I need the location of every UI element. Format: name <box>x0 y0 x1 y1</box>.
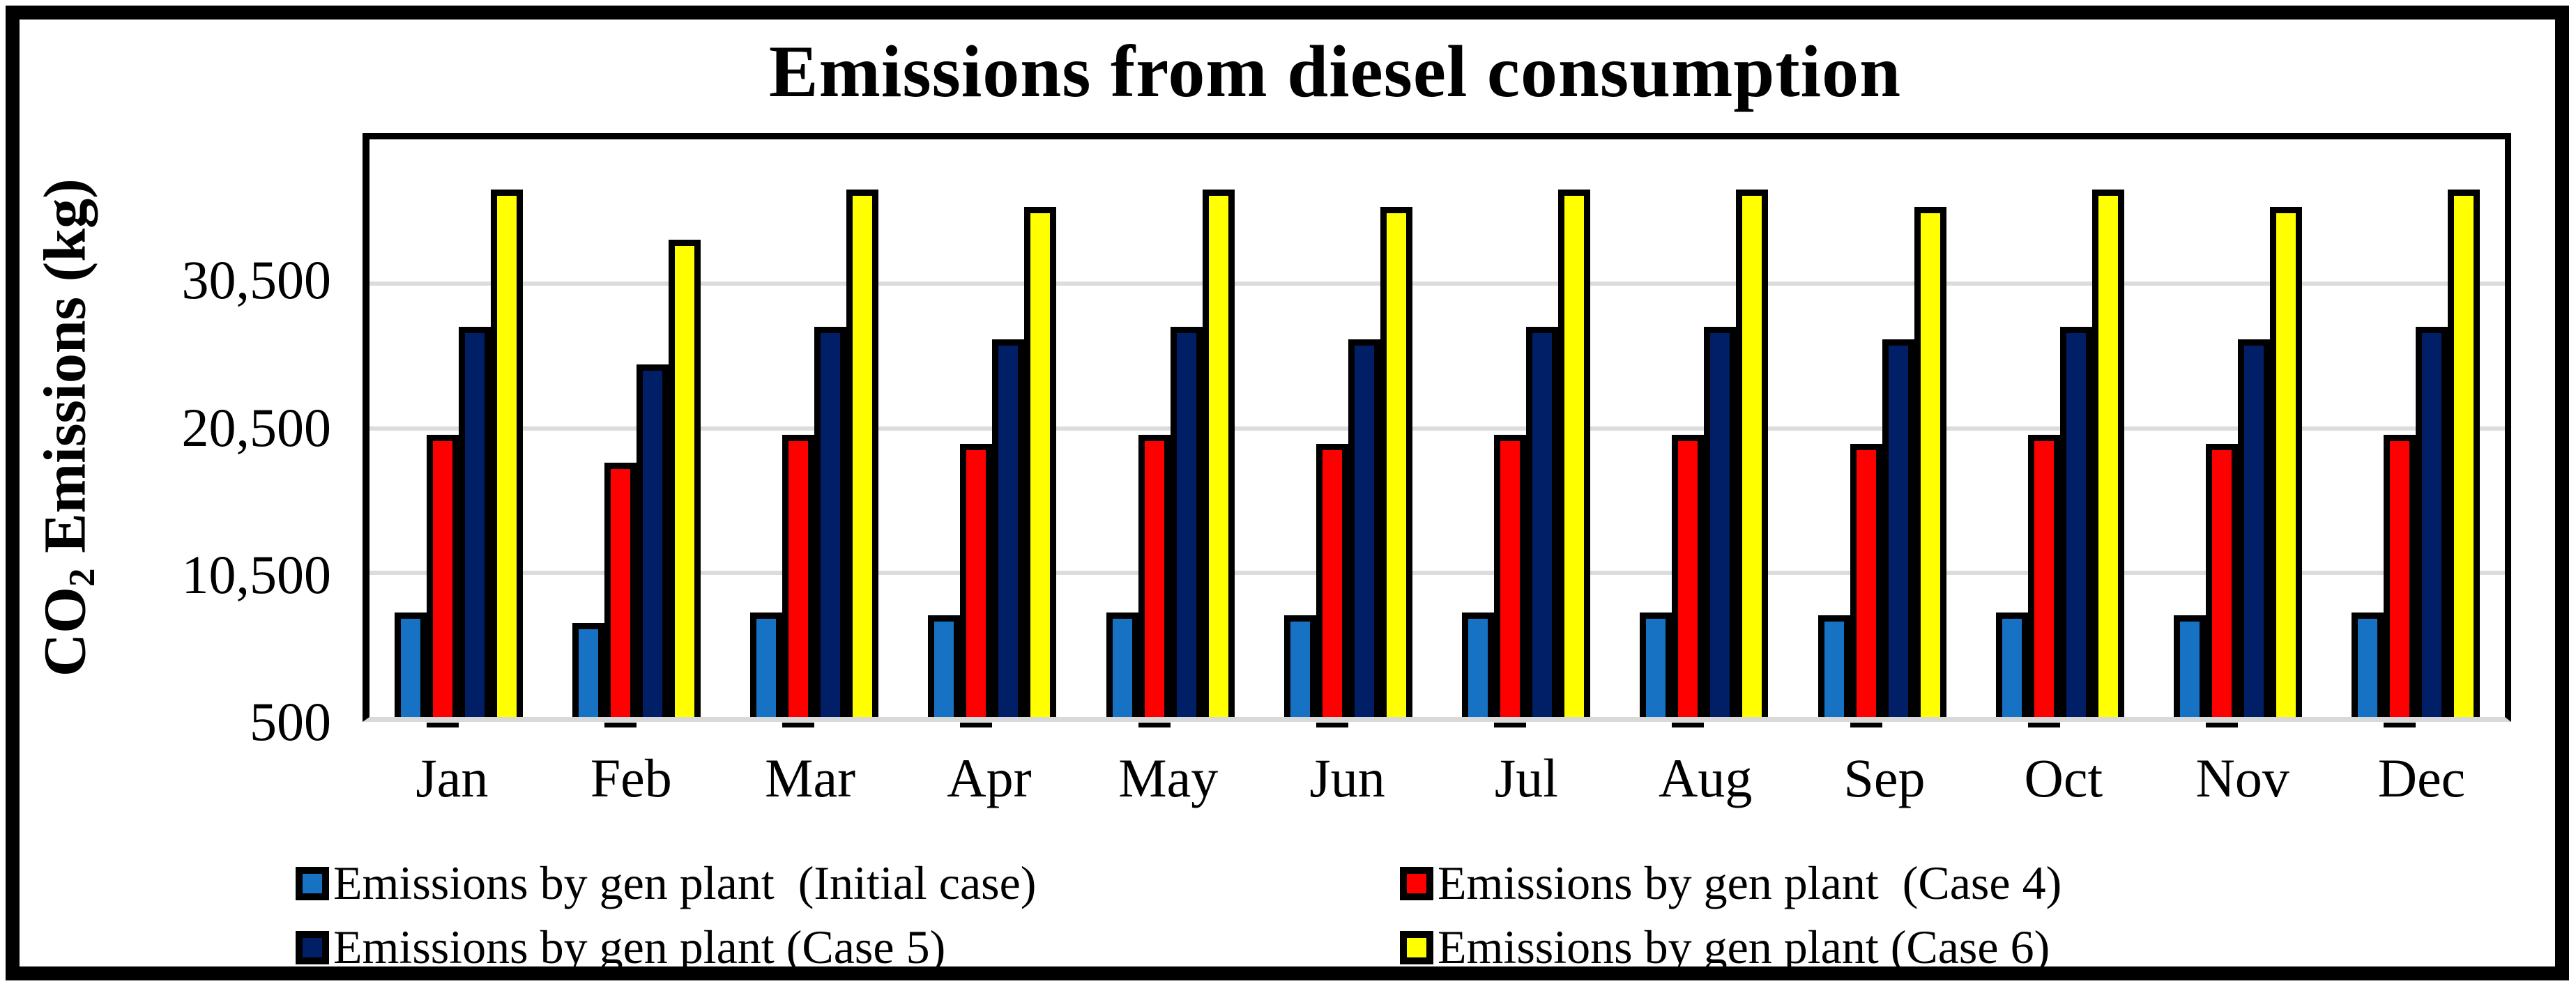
bar-series2-jun <box>1316 443 1348 728</box>
bar-groups <box>369 139 2505 728</box>
bar-series3-aug <box>1704 326 1737 717</box>
gridline-10500 <box>369 570 2505 575</box>
bar-series4-jun <box>1380 206 1412 717</box>
bar-group-sep <box>1793 139 1971 728</box>
bar-series1-may <box>1106 613 1138 717</box>
bar-series4-sep <box>1914 206 1946 717</box>
legend-swatch-case-5 <box>296 930 329 964</box>
bar-series3-mar <box>814 326 847 717</box>
bar-group-jun <box>1259 139 1437 728</box>
legend-swatch-case-4 <box>1400 866 1433 900</box>
legend-label: Emissions by gen plant (Case 5) <box>333 920 946 973</box>
bar-series2-nov <box>2206 443 2239 728</box>
bar-series3-apr <box>992 339 1025 717</box>
x-tick-label-apr: Apr <box>947 748 1032 808</box>
bar-series2-may <box>1138 435 1171 727</box>
bar-group-mar <box>726 139 904 727</box>
bar-series2-sep <box>1850 443 1882 728</box>
bar-series3-jan <box>458 326 491 717</box>
bar-series1-nov <box>2174 615 2207 717</box>
bar-series2-jul <box>1494 435 1527 727</box>
chart-title: Emissions from diesel consumption <box>768 31 1902 112</box>
bar-group-jul <box>1438 139 1615 727</box>
bar-series3-nov <box>2238 339 2271 717</box>
bar-series1-feb <box>572 622 604 717</box>
bar-series2-mar <box>782 435 815 727</box>
gridline-20500 <box>369 426 2505 431</box>
bar-series4-mar <box>846 189 879 717</box>
bar-series4-feb <box>668 240 701 717</box>
x-tick-label-oct: Oct <box>2024 748 2103 808</box>
legend-item-case-4: Emissions by gen plant (Case 4) <box>1400 856 2061 911</box>
x-axis-labels: Jan Feb Mar Apr May Jun Jul Aug Sep Oct Nov Dec <box>363 747 2511 810</box>
bar-series4-jul <box>1558 189 1591 717</box>
y-tick-label-10500: 10,500 <box>181 544 332 605</box>
y-tick-label-20500: 20,500 <box>181 396 332 458</box>
legend-label: Emissions by gen plant (Case 6) <box>1438 920 2050 973</box>
x-tick-label-sep: Sep <box>1843 748 1926 808</box>
x-tick-label-feb: Feb <box>590 748 672 808</box>
bar-series3-sep <box>1882 339 1914 717</box>
y-tick-label-30500: 30,500 <box>181 249 332 311</box>
y-axis-tick-labels: 30,500 20,500 10,500 500 <box>0 133 340 752</box>
gridline-30500 <box>369 282 2505 286</box>
bar-series1-mar <box>750 613 783 717</box>
bar-series2-aug <box>1672 435 1705 727</box>
bar-group-oct <box>1971 139 2149 727</box>
bar-group-dec <box>2327 139 2505 727</box>
bar-series1-jan <box>394 613 427 717</box>
legend-label: Emissions by gen plant (Initial case) <box>333 856 1037 909</box>
bar-series4-apr <box>1024 206 1057 717</box>
legend-item-case-5: Emissions by gen plant (Case 5) <box>296 920 945 975</box>
x-tick-label-may: May <box>1118 748 1219 808</box>
legend-swatch-initial-case <box>296 866 329 900</box>
bar-series3-jul <box>1526 326 1559 717</box>
bar-series3-dec <box>2416 326 2448 717</box>
bar-series3-jun <box>1348 339 1380 717</box>
bar-series4-jan <box>490 189 523 717</box>
bar-group-aug <box>1615 139 1793 727</box>
bar-series2-dec <box>2384 435 2416 727</box>
bar-series1-aug <box>1640 613 1672 717</box>
bar-series3-oct <box>2059 326 2092 717</box>
bar-series2-feb <box>604 462 637 728</box>
bar-series2-oct <box>2027 435 2060 727</box>
legend-swatch-case-6 <box>1400 930 1433 964</box>
bar-series1-dec <box>2352 613 2384 717</box>
bar-group-feb <box>547 139 725 728</box>
bar-series4-may <box>1202 189 1235 717</box>
bar-series1-jul <box>1462 613 1495 717</box>
legend-item-initial-case: Emissions by gen plant (Initial case) <box>296 856 1036 911</box>
x-tick-label-jan: Jan <box>416 748 489 808</box>
x-tick-label-jul: Jul <box>1494 748 1558 808</box>
bar-series4-oct <box>2091 189 2124 717</box>
bar-series1-apr <box>928 615 961 717</box>
x-tick-label-jun: Jun <box>1309 748 1385 808</box>
y-tick-label-500: 500 <box>250 691 331 752</box>
plot-area <box>363 133 2511 728</box>
bar-series1-sep <box>1817 615 1850 717</box>
bar-series3-feb <box>636 364 669 717</box>
bar-series4-dec <box>2448 189 2480 717</box>
bar-group-nov <box>2149 139 2327 728</box>
bar-group-may <box>1081 139 1259 727</box>
bar-group-jan <box>369 139 547 727</box>
x-tick-label-dec: Dec <box>2377 748 2466 808</box>
bar-series3-may <box>1170 326 1203 717</box>
bar-series2-jan <box>426 435 459 727</box>
x-tick-label-nov: Nov <box>2195 748 2289 808</box>
bar-series1-oct <box>1995 613 2028 717</box>
bar-series2-apr <box>960 443 993 728</box>
legend-label: Emissions by gen plant (Case 4) <box>1438 856 2062 909</box>
bar-group-apr <box>904 139 1081 728</box>
bar-series4-nov <box>2270 206 2303 717</box>
x-tick-label-mar: Mar <box>765 748 856 808</box>
bar-series4-aug <box>1736 189 1769 717</box>
bar-series1-jun <box>1283 615 1316 717</box>
x-tick-label-aug: Aug <box>1659 748 1753 808</box>
legend-item-case-6: Emissions by gen plant (Case 6) <box>1400 920 2050 975</box>
